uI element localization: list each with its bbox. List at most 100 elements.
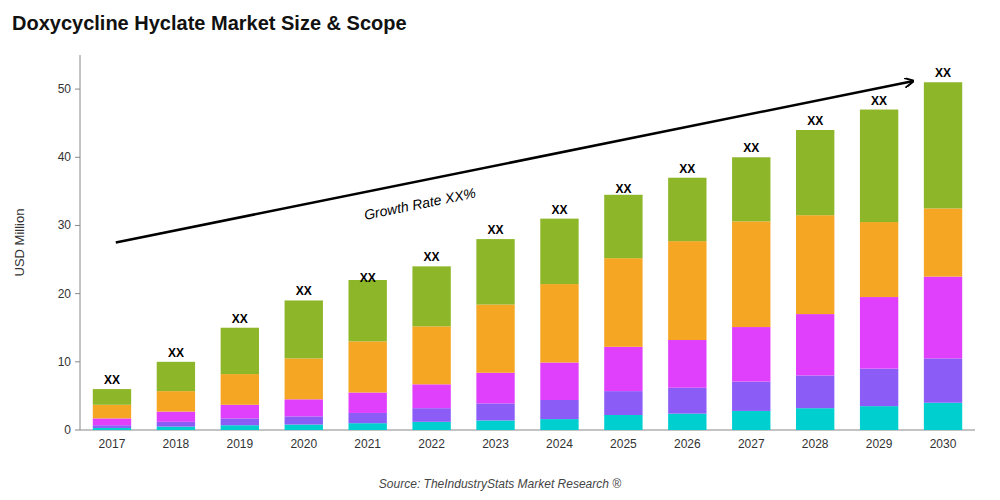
bar-segment bbox=[604, 195, 642, 258]
x-tick-label: 2025 bbox=[610, 437, 637, 451]
bar-segment bbox=[285, 425, 323, 430]
bar-segment bbox=[349, 413, 387, 423]
total-label: XX bbox=[104, 373, 120, 387]
bar-segment bbox=[412, 266, 450, 326]
bar-segment bbox=[668, 178, 706, 241]
title: Doxycycline Hyclate Market Size & Scope bbox=[12, 12, 407, 34]
x-tick-label: 2023 bbox=[482, 437, 509, 451]
bars bbox=[93, 82, 962, 430]
x-tick-label: 2017 bbox=[99, 437, 126, 451]
bar-segment bbox=[540, 219, 578, 284]
x-tick-label: 2027 bbox=[738, 437, 765, 451]
bar-segment bbox=[285, 399, 323, 416]
bar-segment bbox=[476, 305, 514, 373]
bar-segment bbox=[732, 382, 770, 411]
bar-segment bbox=[93, 405, 131, 419]
y-tick-label: 50 bbox=[58, 82, 72, 96]
bar-segment bbox=[476, 239, 514, 304]
total-label: XX bbox=[615, 182, 631, 196]
bar-segment bbox=[924, 82, 962, 208]
x-tick-label: 2030 bbox=[930, 437, 957, 451]
bar-segment bbox=[924, 358, 962, 402]
bar-segment bbox=[349, 341, 387, 392]
y-tick bbox=[75, 430, 80, 431]
total-label: XX bbox=[424, 250, 440, 264]
bar-segment bbox=[604, 347, 642, 391]
bar-segment bbox=[604, 391, 642, 415]
x-axis-line bbox=[80, 430, 975, 431]
growth-arrow bbox=[116, 81, 913, 242]
bar-segment bbox=[93, 425, 131, 428]
bar-segment bbox=[349, 280, 387, 341]
y-tick-label: 40 bbox=[58, 150, 72, 164]
bar-segment bbox=[285, 416, 323, 424]
bar-segment bbox=[668, 340, 706, 388]
x-tick-label: 2029 bbox=[866, 437, 893, 451]
x-tick-label: 2021 bbox=[354, 437, 381, 451]
bar-segment bbox=[221, 374, 259, 405]
bar-segment bbox=[476, 403, 514, 420]
bar-segment bbox=[924, 403, 962, 430]
bar-segment bbox=[476, 420, 514, 430]
y-tick bbox=[75, 225, 80, 226]
x-tick-label: 2020 bbox=[290, 437, 317, 451]
bar-segment bbox=[349, 393, 387, 413]
bar-segment bbox=[732, 157, 770, 221]
bar-segment bbox=[221, 418, 259, 425]
bar-segment bbox=[93, 389, 131, 405]
bar-segment bbox=[540, 284, 578, 362]
bar-segment bbox=[860, 369, 898, 407]
bar-segment bbox=[924, 208, 962, 276]
total-label: XX bbox=[360, 271, 376, 285]
bar-segment bbox=[412, 408, 450, 422]
x-tick-label: 2028 bbox=[802, 437, 829, 451]
bar-segment bbox=[732, 411, 770, 430]
y-axis-label: USD Million bbox=[12, 209, 27, 277]
bar-segment bbox=[157, 422, 195, 427]
bar-segment bbox=[668, 414, 706, 430]
y-tick-label: 30 bbox=[58, 218, 72, 232]
bar-segment bbox=[93, 418, 131, 425]
bar-segment bbox=[860, 222, 898, 297]
total-label: XX bbox=[551, 203, 567, 217]
bar-segment bbox=[732, 327, 770, 382]
x-tick-label: 2026 bbox=[674, 437, 701, 451]
x-tick-label: 2019 bbox=[226, 437, 253, 451]
bar-segment bbox=[412, 326, 450, 384]
bar-segment bbox=[476, 373, 514, 404]
total-label: XX bbox=[807, 114, 823, 128]
bar-segment bbox=[349, 423, 387, 430]
bar-segment bbox=[412, 384, 450, 408]
bar-segment bbox=[157, 362, 195, 391]
y-tick bbox=[75, 157, 80, 158]
growth-label: Growth Rate XX% bbox=[363, 185, 478, 223]
y-tick-label: 20 bbox=[58, 287, 72, 301]
bar-segment bbox=[860, 406, 898, 430]
y-tick bbox=[75, 293, 80, 294]
x-tick-label: 2024 bbox=[546, 437, 573, 451]
x-tick-label: 2022 bbox=[418, 437, 445, 451]
total-label: XX bbox=[871, 94, 887, 108]
source: Source: TheIndustryStats Market Research… bbox=[379, 477, 621, 491]
chart: Doxycycline Hyclate Market Size & Scope0… bbox=[0, 0, 1000, 500]
bar-segment bbox=[157, 427, 195, 430]
bar-segment bbox=[796, 408, 834, 430]
total-label: XX bbox=[488, 223, 504, 237]
bar-segment bbox=[540, 363, 578, 401]
total-label: XX bbox=[232, 312, 248, 326]
bar-segment bbox=[604, 258, 642, 347]
bar-segment bbox=[732, 221, 770, 327]
bar-segment bbox=[93, 428, 131, 430]
bar-segment bbox=[796, 215, 834, 314]
bar-segment bbox=[924, 277, 962, 359]
bar-segment bbox=[540, 400, 578, 419]
bar-segment bbox=[604, 415, 642, 430]
bar-segment bbox=[285, 358, 323, 399]
bar-segment bbox=[796, 130, 834, 215]
bar-segment bbox=[221, 328, 259, 374]
y-tick-label: 10 bbox=[58, 355, 72, 369]
total-label: XX bbox=[168, 346, 184, 360]
bar-segment bbox=[157, 391, 195, 411]
bar-segment bbox=[221, 405, 259, 419]
bar-segment bbox=[412, 422, 450, 430]
